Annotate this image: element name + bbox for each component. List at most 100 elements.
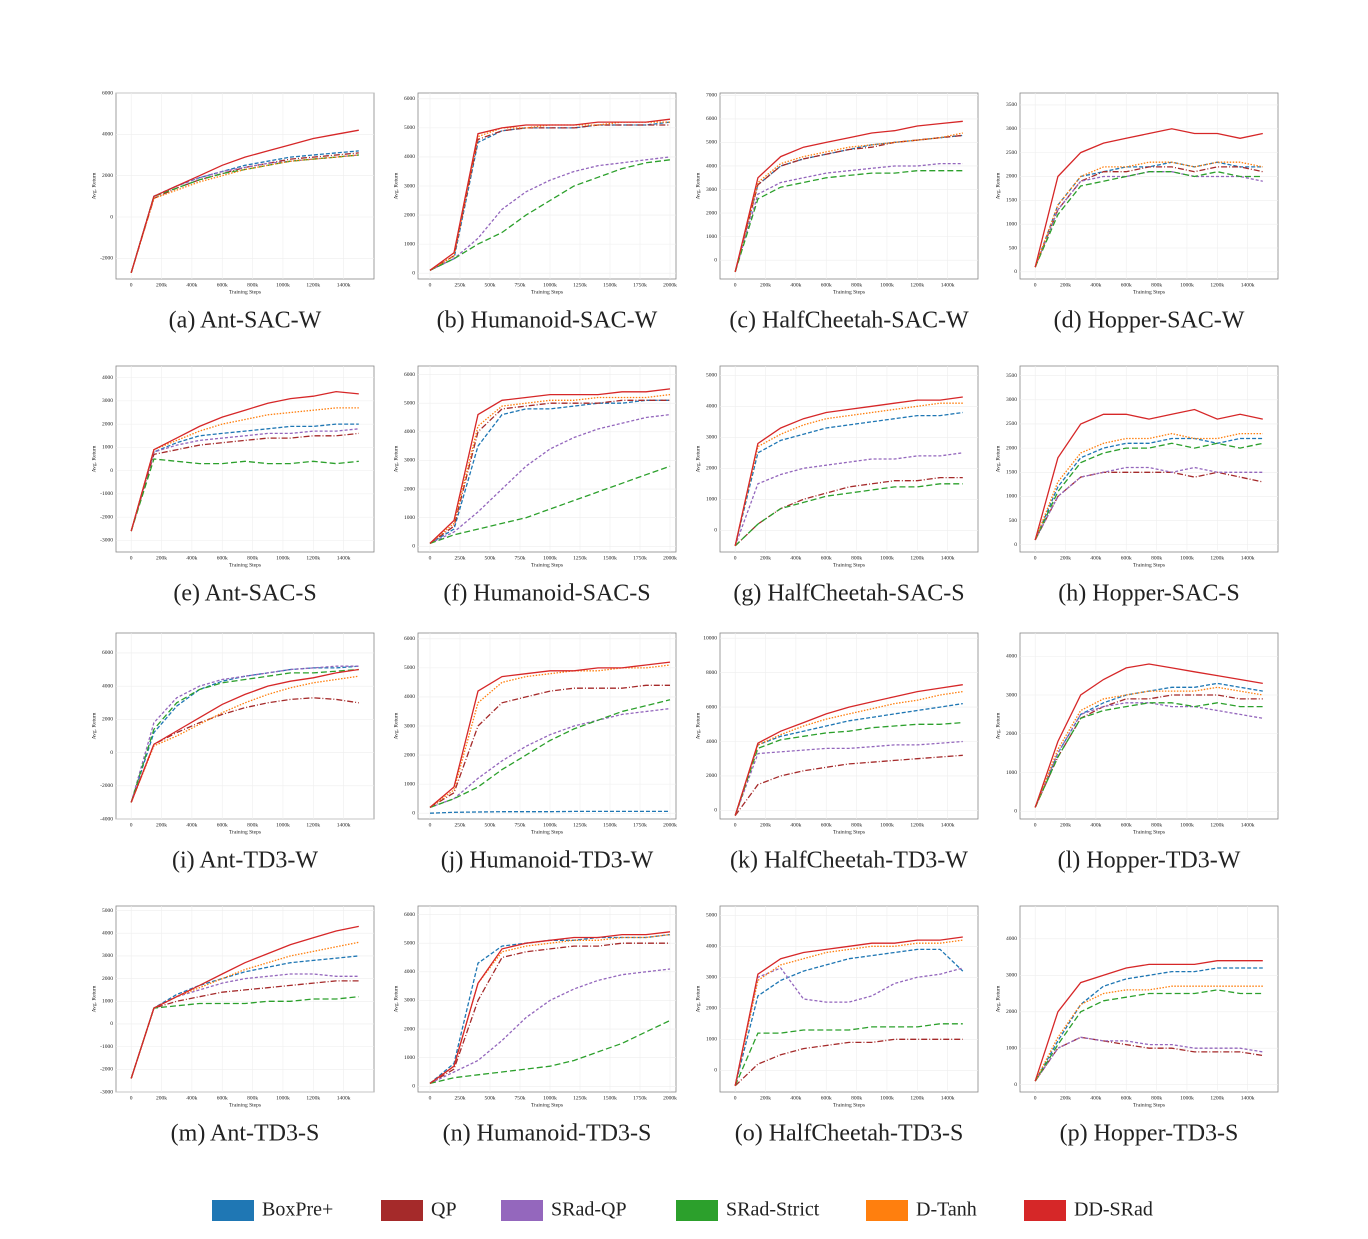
legend-swatch	[866, 1200, 908, 1221]
y-axis-label: Avg. Return	[91, 445, 97, 472]
y-axis-label: Avg. Return	[393, 985, 399, 1012]
x-tick-label: 0	[734, 822, 737, 828]
panel-caption: (k) HalfCheetah-TD3-W	[730, 848, 968, 874]
series-line	[1034, 442, 1263, 541]
y-tick-label: 0	[412, 270, 415, 276]
x-tick-label: 1400k	[337, 282, 351, 288]
series-line	[1034, 466, 1263, 541]
series-line	[1034, 166, 1263, 268]
series-line	[130, 154, 359, 273]
y-tick-label: 4000	[404, 154, 415, 160]
x-tick-label: 400k	[186, 822, 197, 828]
y-tick-label: 0	[714, 808, 717, 814]
x-tick-label: 1000k	[880, 822, 894, 828]
y-tick-label: 6000	[706, 116, 717, 122]
y-tick-label: 1000	[404, 1055, 415, 1061]
x-axis-label: Training Steps	[531, 289, 563, 295]
y-tick-label: 5000	[404, 665, 415, 671]
x-tick-label: 200k	[760, 555, 771, 561]
x-tick-label: 2000k	[663, 282, 677, 288]
y-tick-label: 5000	[404, 400, 415, 406]
x-tick-label: 1000k	[880, 282, 894, 288]
x-tick-label: 1250k	[573, 282, 587, 288]
series-line	[1034, 1036, 1263, 1082]
legend-label: SRad-QP	[551, 1199, 627, 1221]
y-tick-label: 4000	[1006, 936, 1017, 942]
x-tick-label: 600k	[217, 555, 228, 561]
x-tick-label: 0	[130, 1095, 133, 1101]
x-tick-label: 600k	[1121, 822, 1132, 828]
x-tick-label: 1750k	[633, 282, 647, 288]
y-tick-label: 1500	[1006, 198, 1017, 204]
series-line	[130, 697, 359, 803]
x-tick-label: 1200k	[910, 822, 924, 828]
x-tick-label: 1000k	[276, 1095, 290, 1101]
y-tick-label: 2000	[404, 486, 415, 492]
x-tick-label: 600k	[1121, 555, 1132, 561]
y-tick-label: 500	[1009, 518, 1018, 524]
y-tick-label: 1000	[404, 781, 415, 787]
y-tick-label: 4000	[404, 429, 415, 435]
panel-caption: (c) HalfCheetah-SAC-W	[729, 308, 969, 334]
series-line	[429, 399, 670, 544]
x-tick-label: 800k	[247, 282, 258, 288]
x-tick-label: 1200k	[1210, 555, 1224, 561]
y-tick-label: 2000	[102, 173, 113, 179]
x-tick-label: 600k	[1121, 1095, 1132, 1101]
y-axis-label: Avg. Return	[995, 445, 1001, 472]
x-tick-label: 0	[130, 282, 133, 288]
legend-label: D-Tanh	[916, 1199, 977, 1221]
y-tick-label: -4000	[100, 816, 113, 822]
series-line	[734, 452, 963, 547]
panel-caption: (h) Hopper-SAC-S	[1058, 581, 1240, 607]
y-tick-label: 1500	[1006, 470, 1017, 476]
series-line	[130, 407, 359, 532]
x-tick-label: 1750k	[633, 555, 647, 561]
y-axis-label: Avg. Return	[91, 172, 97, 199]
y-tick-label: 4000	[404, 969, 415, 975]
x-tick-label: 800k	[1151, 822, 1162, 828]
y-axis-label: Avg. Return	[393, 445, 399, 472]
panel-caption: (e) Ant-SAC-S	[173, 581, 316, 607]
x-tick-label: 2000k	[663, 1095, 677, 1101]
x-tick-label: 0	[734, 282, 737, 288]
plot-area	[1019, 365, 1279, 553]
y-tick-label: 0	[714, 257, 717, 263]
x-axis-label: Training Steps	[229, 829, 261, 835]
series-line	[130, 955, 359, 1079]
plot-area	[417, 905, 677, 1093]
series-line	[130, 668, 359, 803]
x-tick-label: 200k	[156, 555, 167, 561]
x-tick-label: 1000k	[1180, 282, 1194, 288]
y-tick-label: 5000	[102, 908, 113, 914]
x-tick-label: 750k	[515, 282, 526, 288]
panel-caption: (a) Ant-SAC-W	[169, 308, 322, 334]
x-tick-label: 1750k	[633, 822, 647, 828]
x-tick-label: 1400k	[1241, 1095, 1255, 1101]
series-line	[1034, 171, 1263, 268]
y-axis-label: Avg. Return	[695, 985, 701, 1012]
x-tick-label: 400k	[1090, 822, 1101, 828]
series-line	[734, 1038, 963, 1087]
y-tick-label: 3000	[706, 435, 717, 441]
series-line	[734, 936, 963, 1086]
x-tick-label: 1200k	[1210, 822, 1224, 828]
series-line	[429, 399, 670, 544]
y-tick-label: -2000	[100, 514, 113, 520]
y-tick-label: 0	[110, 468, 113, 474]
legend-swatch	[676, 1200, 718, 1221]
y-tick-label: 6000	[102, 90, 113, 96]
y-tick-label: 0	[1014, 1082, 1017, 1088]
y-tick-label: 1000	[102, 999, 113, 1005]
x-tick-label: 0	[1034, 555, 1037, 561]
x-tick-label: 2000k	[663, 822, 677, 828]
series-line	[130, 925, 359, 1079]
legend-label: SRad-Strict	[726, 1199, 820, 1221]
y-tick-label: 0	[714, 528, 717, 534]
panel-caption: (g) HalfCheetah-SAC-S	[733, 581, 964, 607]
series-line	[1034, 967, 1263, 1082]
x-tick-label: 500k	[485, 1095, 496, 1101]
y-tick-label: -1000	[100, 1044, 113, 1050]
series-line	[130, 129, 359, 273]
x-tick-label: 1500k	[603, 822, 617, 828]
